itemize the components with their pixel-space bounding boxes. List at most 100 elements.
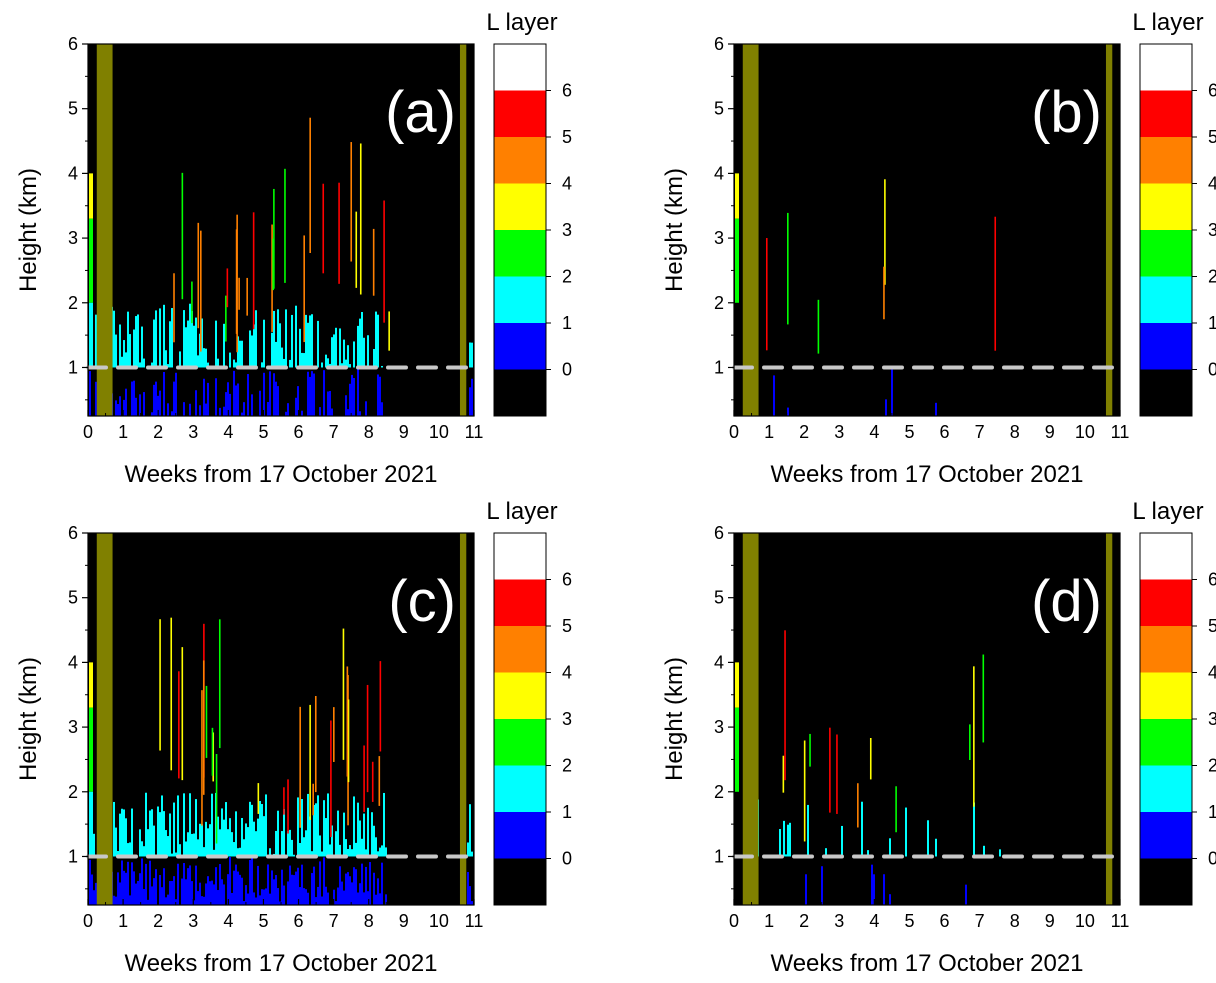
y-tick-label: 2: [68, 782, 78, 802]
colorbar-tick-label: 6: [562, 81, 572, 101]
colorbar-segment: [1140, 858, 1192, 905]
y-tick-label: 3: [68, 717, 78, 737]
x-tick-label: 10: [429, 422, 449, 442]
y-tick-label: 5: [714, 99, 724, 119]
colorbar-tick-label: 2: [1208, 756, 1216, 776]
y-axis-label: Height (km): [661, 657, 688, 781]
colorbar-tick-label: 4: [1208, 174, 1216, 194]
y-axis-label: Height (km): [661, 168, 688, 292]
colorbar-segment: [1140, 672, 1192, 719]
colorbar-tick-label: 5: [562, 616, 572, 636]
colorbar-tick-label: 1: [562, 802, 572, 822]
no-data-band-2: [1105, 44, 1113, 416]
y-tick-label: 6: [714, 34, 724, 54]
colorbar-segment: [494, 765, 546, 812]
y-tick-label: 4: [68, 163, 78, 183]
no-data-band-2: [1105, 533, 1113, 905]
x-tick-label: 3: [188, 422, 198, 442]
colorbar-segment: [1140, 626, 1192, 673]
x-tick-label: 3: [188, 911, 198, 931]
colorbar-segment: [1140, 812, 1192, 859]
colorbar-tick-label: 4: [562, 663, 572, 683]
colorbar-segment: [494, 579, 546, 626]
y-axis-label: Height (km): [15, 168, 42, 292]
colorbar-title: L layer: [486, 9, 557, 36]
no-data-band-1: [742, 533, 759, 905]
x-tick-label: 4: [223, 911, 233, 931]
x-tick-label: 1: [764, 911, 774, 931]
panel-label: (d): [1031, 569, 1102, 634]
x-tick-label: 8: [364, 911, 374, 931]
x-tick-label: 1: [118, 911, 128, 931]
y-tick-label: 3: [714, 717, 724, 737]
x-tick-label: 0: [83, 422, 93, 442]
x-tick-label: 0: [729, 911, 739, 931]
colorbar-segment: [494, 719, 546, 766]
y-tick-label: 2: [68, 293, 78, 313]
x-tick-label: 9: [1045, 911, 1055, 931]
y-tick-label: 1: [714, 846, 724, 866]
colorbar-segment: [1140, 137, 1192, 184]
x-tick-label: 8: [364, 422, 374, 442]
x-tick-label: 7: [975, 911, 985, 931]
y-tick-label: 3: [68, 228, 78, 248]
x-tick-label: 2: [153, 422, 163, 442]
colorbar-segment: [494, 323, 546, 370]
colorbar-segment: [1140, 533, 1192, 580]
colorbar-tick-label: 3: [1208, 220, 1216, 240]
colorbar-title: L layer: [486, 498, 557, 525]
y-tick-label: 6: [714, 523, 724, 543]
x-tick-label: 6: [294, 422, 304, 442]
x-tick-label: 1: [764, 422, 774, 442]
x-tick-label: 11: [465, 911, 484, 931]
colorbar-segment: [1140, 765, 1192, 812]
x-tick-label: 4: [869, 422, 879, 442]
colorbar-segment: [1140, 183, 1192, 230]
colorbar-segment: [494, 44, 546, 91]
colorbar-tick-label: 6: [1208, 570, 1216, 590]
y-tick-label: 1: [68, 846, 78, 866]
x-tick-label: 10: [429, 911, 449, 931]
x-axis-label: Weeks from 17 October 2021: [124, 461, 437, 488]
x-tick-label: 11: [465, 422, 484, 442]
colorbar: 0 1 2 3 4 5 6 L layer: [1132, 9, 1216, 417]
colorbar-segment: [494, 183, 546, 230]
x-tick-label: 4: [223, 422, 233, 442]
colorbar-segment: [494, 137, 546, 184]
colorbar-tick-label: 0: [562, 360, 572, 380]
colorbar-segment: [494, 533, 546, 580]
y-tick-label: 6: [68, 523, 78, 543]
colorbar-segment: [1140, 276, 1192, 323]
y-tick-label: 5: [68, 99, 78, 119]
y-tick-label: 4: [714, 163, 724, 183]
colorbar: 0 1 2 3 4 5 6 L layer: [1132, 498, 1216, 906]
retrieval-texture: [735, 173, 997, 416]
colorbar-segment: [494, 276, 546, 323]
x-tick-label: 6: [940, 422, 950, 442]
colorbar-tick-label: 3: [562, 709, 572, 729]
x-tick-label: 0: [729, 422, 739, 442]
y-tick-label: 1: [714, 357, 724, 377]
colorbar-title: L layer: [1132, 498, 1203, 525]
x-tick-label: 7: [329, 422, 339, 442]
panel-label: (c): [388, 569, 456, 634]
x-tick-label: 6: [940, 911, 950, 931]
colorbar-tick-label: 2: [562, 756, 572, 776]
x-tick-label: 7: [975, 422, 985, 442]
colorbar-segment: [494, 672, 546, 719]
x-tick-label: 0: [83, 911, 93, 931]
colorbar-tick-label: 6: [562, 570, 572, 590]
colorbar-segment: [494, 858, 546, 905]
colorbar-tick-label: 4: [562, 174, 572, 194]
x-tick-label: 5: [904, 911, 914, 931]
colorbar-segment: [494, 369, 546, 416]
colorbar-segment: [1140, 323, 1192, 370]
y-tick-label: 4: [68, 652, 78, 672]
no-data-band-2: [459, 533, 467, 905]
colorbar-tick-label: 3: [1208, 709, 1216, 729]
colorbar-tick-label: 5: [1208, 127, 1216, 147]
panel-label: (b): [1031, 80, 1102, 145]
